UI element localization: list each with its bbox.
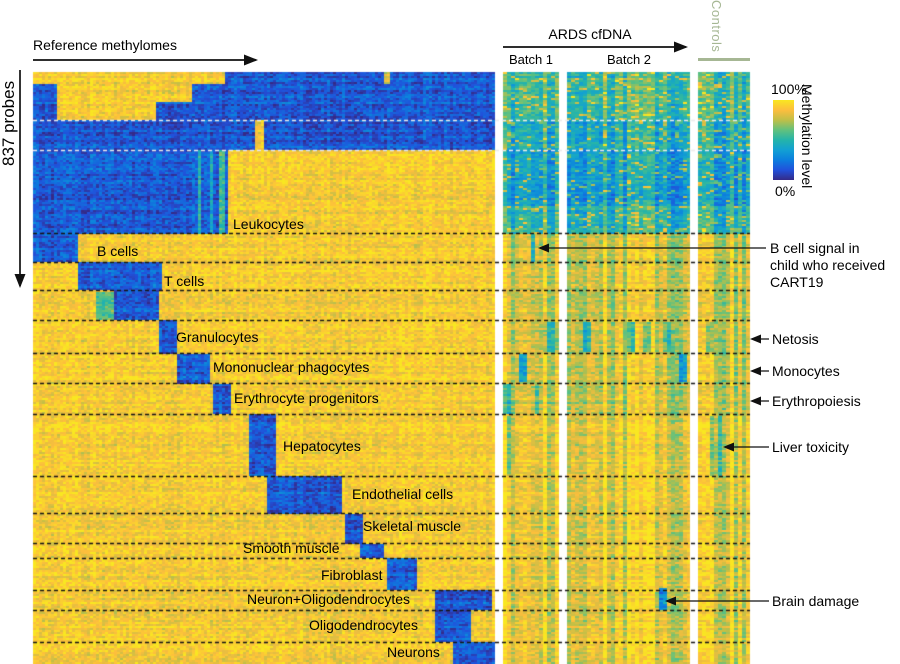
batch1-label: Batch 1 [508, 52, 554, 67]
batch2-label: Batch 2 [606, 52, 652, 67]
annotation-netosis: Netosis [772, 331, 819, 347]
cell-label-skeletal-muscle: Skeletal muscle [363, 518, 462, 534]
cell-label-granulocytes: Granulocytes [176, 329, 259, 345]
cell-label-fibroblast: Fibroblast [321, 567, 383, 583]
cell-label-neurons: Neurons [387, 644, 440, 660]
colorbar-title: Methylation level [799, 84, 815, 189]
reference-methylomes-label: Reference methylomes [33, 37, 177, 53]
cell-label-erythrocyte-progenitors: Erythrocyte progenitors [234, 390, 379, 406]
cell-label-mononuclear-phagocytes: Mononuclear phagocytes [213, 359, 370, 375]
cell-label-b-cells: B cells [97, 243, 139, 259]
annotation-brain-damage: Brain damage [772, 593, 860, 609]
annotation-monocytes: Monocytes [772, 363, 840, 379]
cell-label-hepatocytes: Hepatocytes [283, 438, 361, 454]
cell-label-leukocytes: Leukocytes [233, 216, 304, 232]
colorbar-gradient [773, 100, 794, 180]
annotation-b-cell-signal: B cell signal in child who received CART… [770, 240, 886, 290]
cell-label-oligodendrocytes: Oligodendrocytes [309, 617, 418, 633]
cell-label-smooth-muscle: Smooth muscle [243, 540, 340, 556]
annotation-erythropoiesis: Erythropoiesis [772, 393, 861, 409]
ards-cfdna-label: ARDS cfDNA [548, 26, 632, 42]
cell-label-t-cells: T cells [164, 273, 205, 289]
colorbar-max-label: 100% [771, 81, 807, 97]
cell-label-endothelial-cells: Endothelial cells [352, 486, 454, 502]
annotation-liver-toxicity: Liver toxicity [772, 439, 850, 455]
controls-group-underline [698, 58, 750, 61]
cell-label-neuron-oligodendrocytes: Neuron+Oligodendrocytes [247, 591, 411, 607]
colorbar-min-label: 0% [775, 183, 796, 199]
probes-count-axis-label: 837 probes [0, 80, 18, 166]
controls-group-label: Controls [709, 0, 724, 53]
